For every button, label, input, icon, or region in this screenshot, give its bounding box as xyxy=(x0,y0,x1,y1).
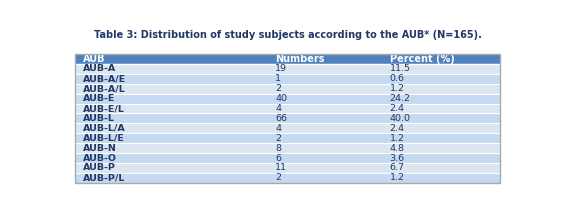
Bar xyxy=(75,123,270,133)
Bar xyxy=(385,94,500,104)
Text: Table 3: Distribution of study subjects according to the AUB* (N=165).: Table 3: Distribution of study subjects … xyxy=(94,30,481,40)
Text: 11.5: 11.5 xyxy=(390,64,411,73)
Bar xyxy=(385,54,500,64)
Text: AUB-N: AUB-N xyxy=(83,144,117,153)
Bar xyxy=(75,64,270,74)
Bar xyxy=(75,113,270,123)
Bar xyxy=(75,54,270,64)
Text: AUB-P: AUB-P xyxy=(83,163,116,172)
Bar xyxy=(75,94,270,104)
Bar xyxy=(270,173,385,183)
Bar xyxy=(270,143,385,153)
Text: AUB-A/L: AUB-A/L xyxy=(83,84,126,93)
Bar xyxy=(270,94,385,104)
Bar xyxy=(270,153,385,163)
Text: 40.0: 40.0 xyxy=(390,114,411,123)
Bar xyxy=(270,104,385,113)
Bar xyxy=(270,84,385,94)
Text: 66: 66 xyxy=(275,114,287,123)
Text: 0.6: 0.6 xyxy=(390,74,404,83)
Text: 11: 11 xyxy=(275,163,287,172)
Bar xyxy=(270,123,385,133)
Text: 2: 2 xyxy=(275,84,281,93)
Text: 6: 6 xyxy=(275,154,281,163)
Bar xyxy=(385,113,500,123)
Text: Numbers: Numbers xyxy=(275,54,325,64)
Text: 3.6: 3.6 xyxy=(390,154,405,163)
Text: AUB-L/E: AUB-L/E xyxy=(83,134,125,143)
Text: 19: 19 xyxy=(275,64,287,73)
Text: Percent (%): Percent (%) xyxy=(390,54,454,64)
Bar xyxy=(75,143,270,153)
Text: 1: 1 xyxy=(275,74,281,83)
Bar xyxy=(385,163,500,173)
Bar xyxy=(270,74,385,84)
Text: 4: 4 xyxy=(275,104,281,113)
Bar xyxy=(385,143,500,153)
Bar xyxy=(385,173,500,183)
Bar xyxy=(270,133,385,143)
Bar xyxy=(75,153,270,163)
Bar xyxy=(385,153,500,163)
Text: 8: 8 xyxy=(275,144,281,153)
Text: 2: 2 xyxy=(275,134,281,143)
Text: AUB-E/L: AUB-E/L xyxy=(83,104,125,113)
Text: AUB-L/A: AUB-L/A xyxy=(83,124,126,133)
Bar xyxy=(75,104,270,113)
Text: AUB-O: AUB-O xyxy=(83,154,117,163)
Bar xyxy=(75,133,270,143)
Text: AUB-E: AUB-E xyxy=(83,94,116,103)
Bar xyxy=(270,54,385,64)
Text: 4: 4 xyxy=(275,124,281,133)
Text: 4.8: 4.8 xyxy=(390,144,404,153)
Text: 6.7: 6.7 xyxy=(390,163,404,172)
Text: 2.4: 2.4 xyxy=(390,124,404,133)
Text: AUB: AUB xyxy=(83,54,105,64)
Bar xyxy=(385,133,500,143)
Bar xyxy=(385,104,500,113)
Text: AUB-A: AUB-A xyxy=(83,64,116,73)
Bar xyxy=(385,64,500,74)
Text: 1.2: 1.2 xyxy=(390,84,404,93)
Text: 2.4: 2.4 xyxy=(390,104,404,113)
Text: AUB-L: AUB-L xyxy=(83,114,115,123)
Text: AUB-P/L: AUB-P/L xyxy=(83,173,126,182)
Text: 1.2: 1.2 xyxy=(390,173,404,182)
Bar xyxy=(75,163,270,173)
Bar xyxy=(385,84,500,94)
Bar xyxy=(270,163,385,173)
Bar xyxy=(75,173,270,183)
Bar xyxy=(75,84,270,94)
Bar xyxy=(270,64,385,74)
Bar xyxy=(270,113,385,123)
Bar xyxy=(385,123,500,133)
Bar xyxy=(385,74,500,84)
Text: 40: 40 xyxy=(275,94,287,103)
Text: 24.2: 24.2 xyxy=(390,94,411,103)
Text: AUB-A/E: AUB-A/E xyxy=(83,74,126,83)
Text: 1.2: 1.2 xyxy=(390,134,404,143)
Text: 2: 2 xyxy=(275,173,281,182)
Bar xyxy=(75,74,270,84)
